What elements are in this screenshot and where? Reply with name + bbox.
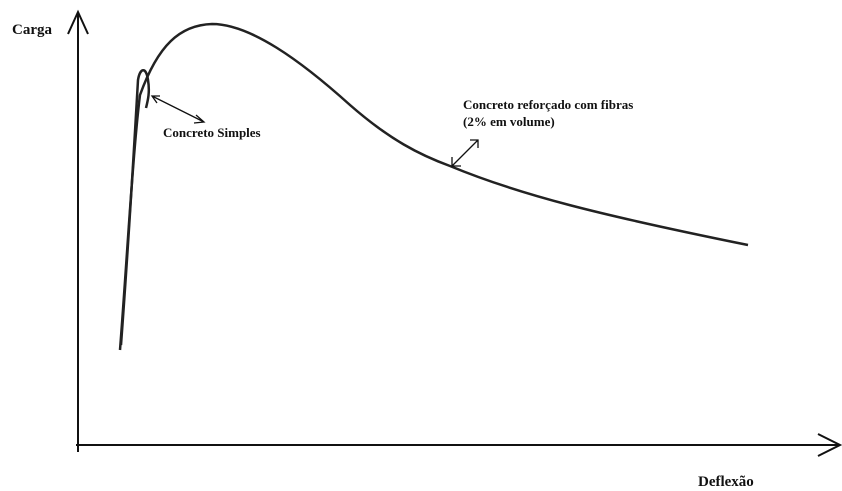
fiber-arrow (451, 139, 479, 167)
annotation: Concreto Simples (163, 125, 261, 140)
plain-curve (119, 69, 151, 346)
x-axis (76, 433, 842, 457)
annotation: Concreto reforçado com fibras (463, 97, 633, 112)
annotation: (2% em volume) (463, 114, 555, 129)
y-axis (67, 9, 89, 452)
plain-arrow (150, 95, 206, 124)
x-axis-label: Deflexão (698, 474, 754, 490)
fiber-curve (118, 22, 749, 351)
y-axis-label: Carga (12, 22, 52, 38)
